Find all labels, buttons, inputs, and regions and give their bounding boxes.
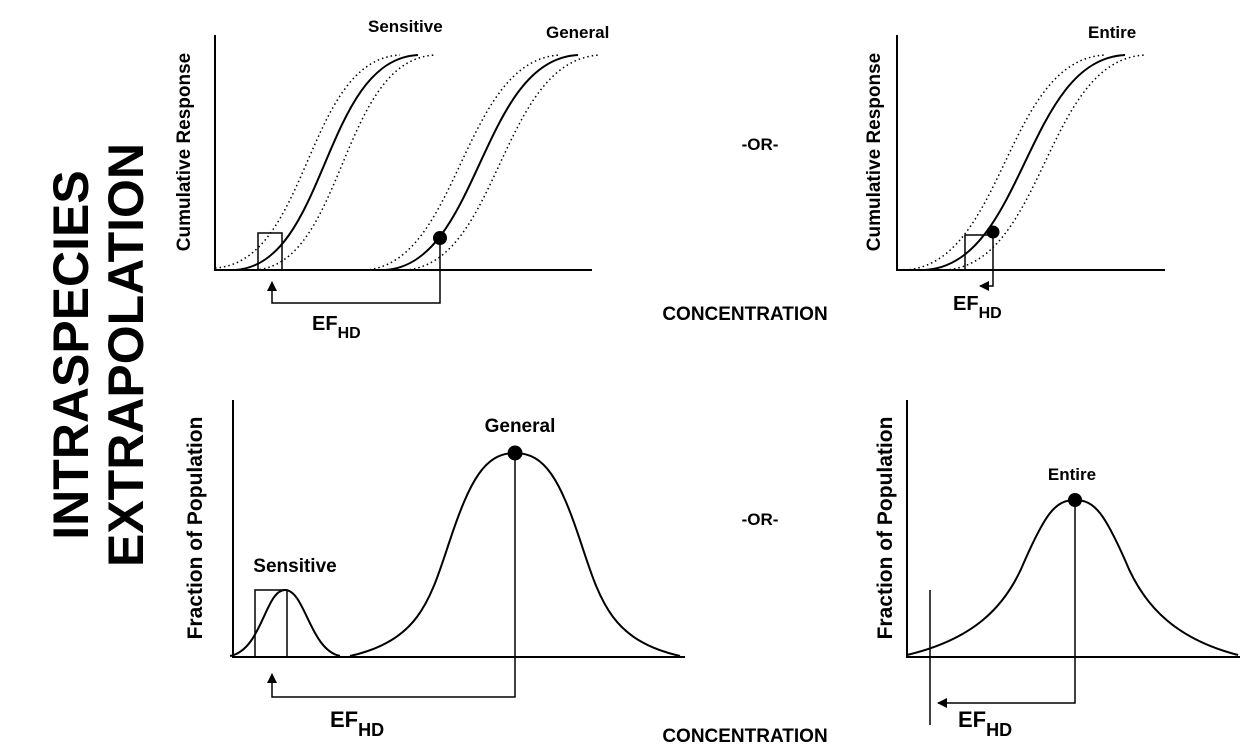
axes xyxy=(906,400,1240,658)
x-label: CONCENTRATION xyxy=(662,304,827,325)
factor-label: EFHD xyxy=(312,313,361,342)
curve-label: General xyxy=(485,416,556,437)
curve-bound xyxy=(944,54,1146,271)
axes xyxy=(214,35,592,271)
curve-label: Sensitive xyxy=(253,556,336,577)
curve xyxy=(229,588,341,657)
axes xyxy=(232,400,685,658)
box xyxy=(257,232,283,271)
panel-fraction-one: Fraction of Population Entire EFHD xyxy=(874,400,1240,740)
curve-bound xyxy=(904,54,1106,271)
curve-label: Sensitive xyxy=(368,17,443,36)
curve-bound xyxy=(404,54,601,271)
curve-bound xyxy=(364,54,561,271)
y-label: Cumulative Response xyxy=(174,53,195,252)
y-label: Fraction of Population xyxy=(874,417,897,640)
separator: -OR- xyxy=(742,510,779,529)
factor-sub: HD xyxy=(338,325,361,342)
arrow xyxy=(267,453,516,698)
factor-label: EFHD xyxy=(330,707,384,740)
factor-label: EFHD xyxy=(953,293,1002,322)
separator: -OR- xyxy=(742,135,779,154)
title-line: EXTRAPOLATION xyxy=(98,143,154,567)
curve-label: General xyxy=(546,23,609,42)
panel-cumulative-two: Cumulative Response Sensitive General EF… xyxy=(174,17,609,342)
curve xyxy=(924,54,1126,271)
panel-cumulative-one: Cumulative Response Entire EFHD xyxy=(864,23,1165,322)
factor-main: EF xyxy=(953,293,979,315)
factor-label: EFHD xyxy=(958,707,1012,740)
curve xyxy=(234,54,419,271)
box xyxy=(254,589,288,658)
arrow xyxy=(937,500,1076,708)
curve-label: Entire xyxy=(1088,23,1136,42)
arrow xyxy=(267,238,441,304)
panel-fraction-two: Fraction of Population General Sensitive… xyxy=(184,400,685,740)
y-label: Fraction of Population xyxy=(184,417,207,640)
y-label: Cumulative Response xyxy=(864,53,885,252)
factor-sub: HD xyxy=(979,305,1002,322)
curve xyxy=(384,54,579,271)
factor-main: EF xyxy=(330,707,358,732)
curve-bound xyxy=(214,54,401,269)
factor-sub: HD xyxy=(358,720,384,740)
arrow xyxy=(979,270,994,291)
factor-sub: HD xyxy=(986,720,1012,740)
factor-main: EF xyxy=(312,313,338,335)
factor-main: EF xyxy=(958,707,986,732)
box xyxy=(964,234,994,271)
title-line: INTRASPECIES xyxy=(43,170,99,540)
curve xyxy=(906,498,1239,656)
axes xyxy=(896,35,1165,271)
curve-label: Entire xyxy=(1048,465,1096,484)
x-label: CONCENTRATION xyxy=(662,726,827,745)
